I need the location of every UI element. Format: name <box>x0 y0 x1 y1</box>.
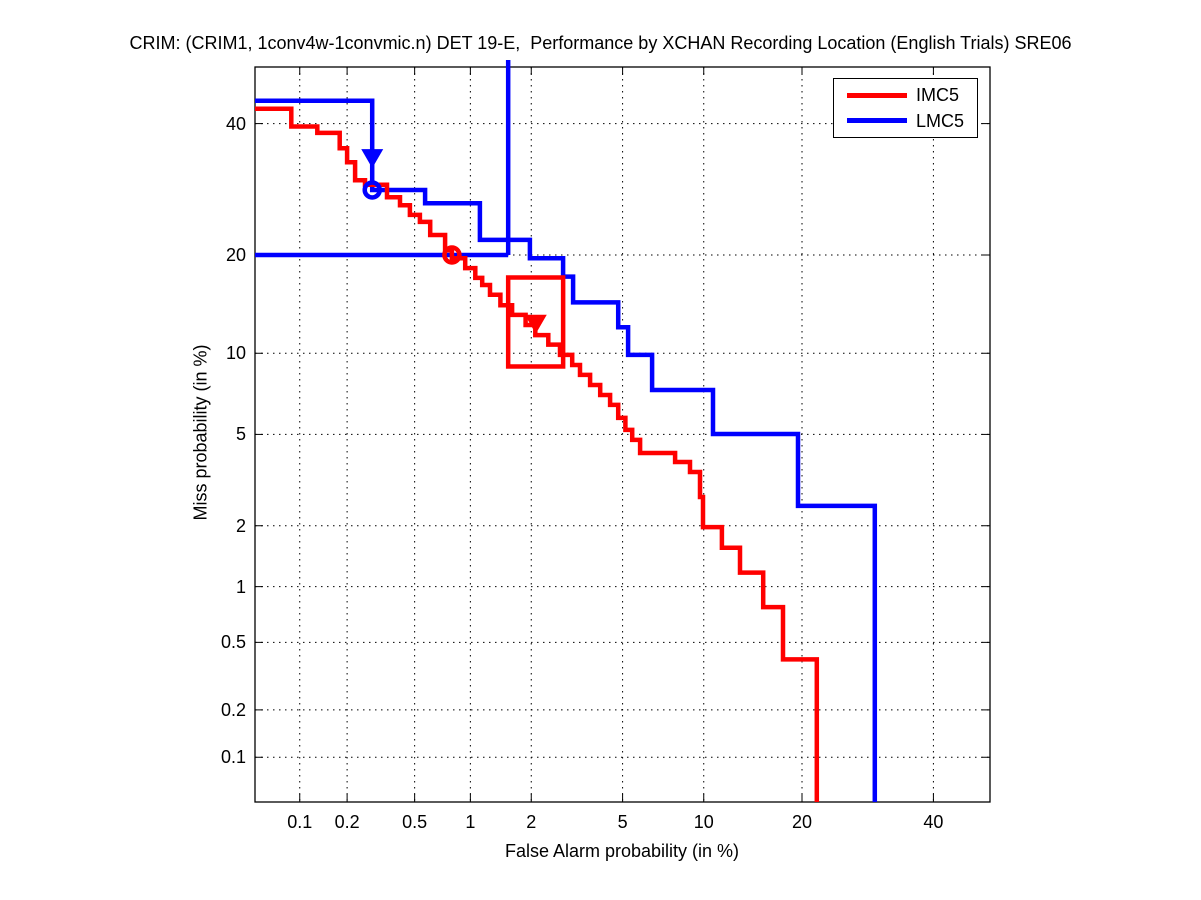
det-curve-lmc5 <box>255 98 878 802</box>
x-tick-label: 40 <box>923 812 944 832</box>
legend-label-lmc5: LMC5 <box>916 110 965 131</box>
x-tick-label: 0.5 <box>402 812 428 832</box>
y-tick-label: 0.1 <box>220 747 246 768</box>
det-curve-imc5 <box>255 106 820 802</box>
y-tick-label: 2 <box>235 515 246 536</box>
min-dcf-circle-marker <box>442 245 462 265</box>
legend-item-imc5: IMC5 <box>847 86 977 104</box>
arrow-down-marker <box>361 149 384 169</box>
operating-region-rect <box>505 275 566 369</box>
y-tick-label: 1 <box>235 576 246 597</box>
x-tick-label: 20 <box>791 812 813 832</box>
y-tick-label: 0.5 <box>220 632 246 653</box>
x-tick-label: 1 <box>465 812 476 832</box>
plot-title: CRIM: (CRIM1, 1conv4w-1convmic.n) DET 19… <box>129 33 1072 53</box>
x-axis-label: False Alarm probability (in %) <box>504 841 740 861</box>
axes-frame <box>254 66 991 803</box>
x-tick-label: 0.1 <box>287 812 313 832</box>
legend-label-imc5: IMC5 <box>916 85 960 106</box>
y-tick-label: 5 <box>235 424 246 445</box>
y-axis-label: Miss probability (in %) <box>190 344 211 521</box>
y-tick-label: 40 <box>225 113 246 134</box>
y-tick-label: 0.2 <box>220 699 246 720</box>
y-tick-label: 20 <box>225 244 246 265</box>
min-dcf-circle-marker <box>362 180 382 200</box>
legend-item-lmc5: LMC5 <box>847 112 977 130</box>
x-tick-label: 2 <box>526 812 537 832</box>
legend: IMC5 LMC5 <box>833 78 978 138</box>
legend-line-sample-lmc5 <box>847 118 907 124</box>
x-tick-label: 5 <box>617 812 628 832</box>
legend-line-sample-imc5 <box>847 92 907 98</box>
y-tick-label: 10 <box>225 343 246 364</box>
x-tick-label: 0.2 <box>334 812 360 832</box>
arrow-down-marker <box>524 314 547 334</box>
x-tick-label: 10 <box>693 812 714 832</box>
